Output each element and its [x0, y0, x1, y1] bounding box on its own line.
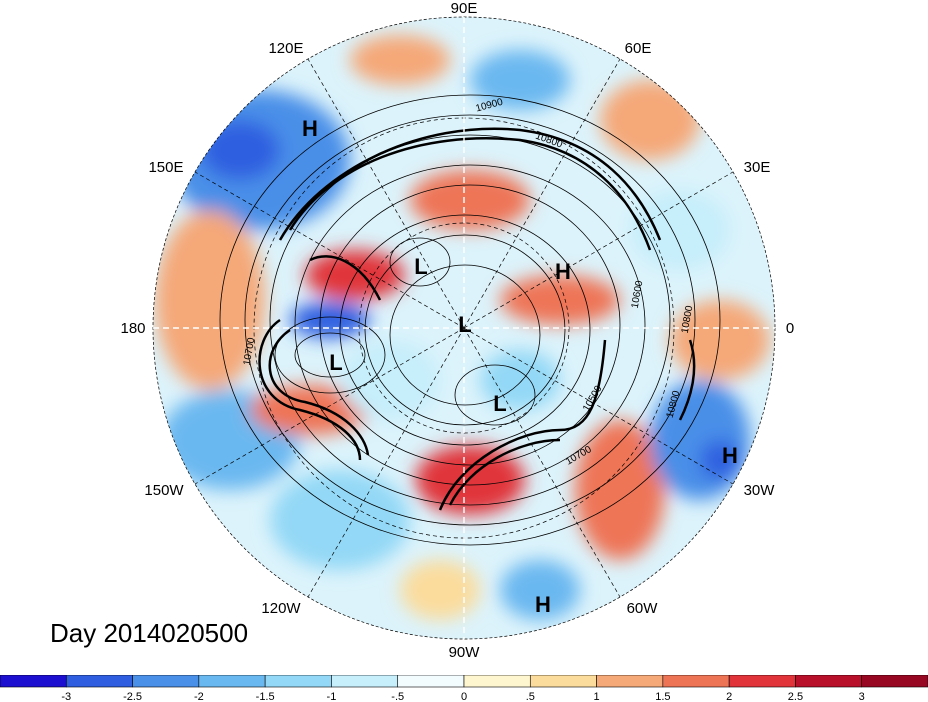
colorbar: -3 -2.5 -2 -1.5 -1 -.5 0 .5 1 1.5 2 2.5 3 [0, 675, 928, 702]
lon-label-90E: 90E [451, 0, 478, 17]
colorbar-tick-label: .5 [526, 691, 535, 702]
lon-label-30E: 30E [744, 159, 771, 176]
colorbar-swatch [198, 675, 266, 688]
low-pressure-label: L [414, 254, 427, 279]
height-contours [219, 94, 721, 546]
colorbar-tick-label: -2.5 [123, 691, 142, 702]
colorbar-tick-label: -1.5 [256, 691, 275, 702]
high-pressure-label: H [722, 443, 738, 468]
lon-label-30W: 30W [744, 482, 776, 499]
lon-label-90W: 90W [449, 644, 481, 661]
low-pressure-label: L [329, 350, 342, 375]
colorbar-swatch [397, 675, 465, 688]
colorbar-swatch [0, 675, 67, 688]
lon-label-120W: 120W [261, 600, 301, 617]
colorbar-swatch [529, 675, 597, 688]
colorbar-swatch [264, 675, 332, 688]
colorbar-tick-label: -1 [327, 691, 337, 702]
lon-label-60E: 60E [625, 40, 652, 57]
colorbar-tick-label: 1 [594, 691, 600, 702]
date-title: Day 2014020500 [50, 618, 249, 648]
lon-label-120E: 120E [268, 40, 303, 57]
colorbar-tick-label: -3 [61, 691, 71, 702]
colorbar-swatch [795, 675, 863, 688]
high-pressure-label: H [555, 259, 571, 284]
colorbar-tick-label: 2.5 [788, 691, 803, 702]
colorbar-tick-label: 1.5 [655, 691, 670, 702]
colorbar-tick-label: -2 [194, 691, 204, 702]
lon-label-180: 180 [120, 320, 145, 337]
high-pressure-label: H [302, 116, 318, 141]
colorbar-swatch [728, 675, 796, 688]
colorbar-tick-label: 0 [461, 691, 467, 702]
longitude-labels: 90E 60E 30E 0 30W 60W 90W 120W 150W 180 150E 120E [120, 0, 794, 661]
lon-label-0: 0 [786, 320, 794, 337]
contour-label: 10600 [630, 279, 646, 309]
colorbar-swatch [463, 675, 531, 688]
colorbar-swatch [331, 675, 399, 688]
colorbar-tick-label: 2 [726, 691, 732, 702]
colorbar-swatch [596, 675, 664, 688]
colorbar-swatch [132, 675, 200, 688]
pressure-system-labels: H L H L L L H H [302, 116, 738, 617]
contour-label: 10800 [680, 304, 696, 334]
graticule [152, 16, 776, 640]
low-pressure-label: L [458, 312, 471, 337]
colorbar-tick-label: 3 [859, 691, 865, 702]
colorbar-swatch [861, 675, 928, 688]
colorbar-swatch [65, 675, 133, 688]
wind-contours [258, 127, 696, 511]
lon-label-150E: 150E [148, 159, 183, 176]
colorbar-tick-label: -.5 [391, 691, 404, 702]
high-pressure-label: H [535, 592, 551, 617]
low-pressure-label: L [493, 391, 506, 416]
contour-label: 10700 [242, 336, 258, 366]
lon-label-60W: 60W [627, 600, 659, 617]
colorbar-swatch [662, 675, 730, 688]
lon-label-150W: 150W [144, 482, 184, 499]
